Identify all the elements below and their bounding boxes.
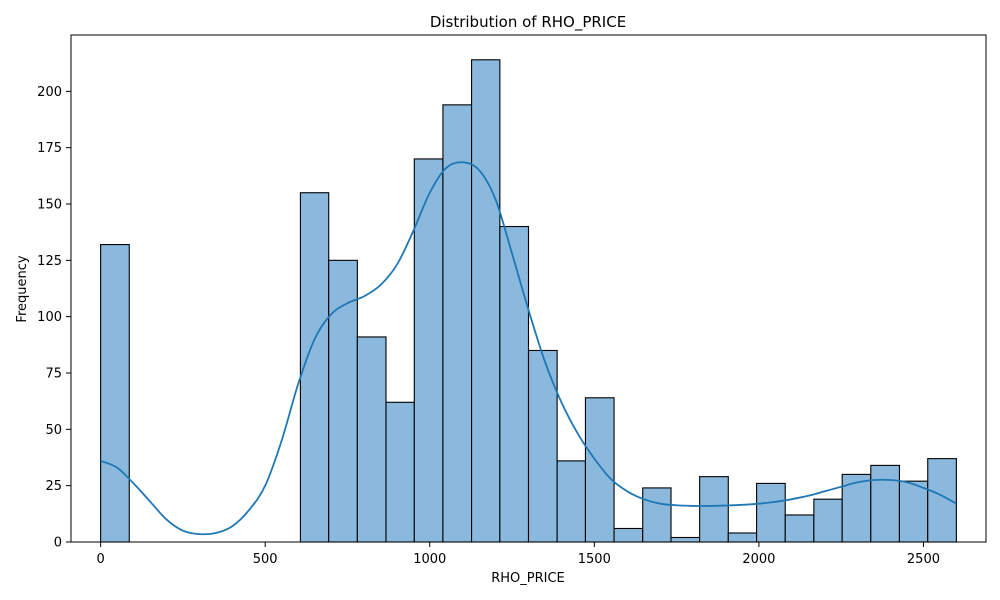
histogram-bar bbox=[613, 527, 644, 543]
y-tick-label: 100 bbox=[37, 310, 62, 325]
x-tick-label: 1000 bbox=[413, 552, 446, 567]
x-tick-label: 1500 bbox=[578, 552, 611, 567]
x-tick-label: 2000 bbox=[742, 552, 775, 567]
x-tick-label: 2500 bbox=[907, 552, 940, 567]
histogram-bar bbox=[442, 104, 473, 543]
y-tick-label: 200 bbox=[37, 85, 62, 100]
bars-group bbox=[100, 59, 957, 543]
histogram-bar bbox=[499, 225, 530, 543]
histogram-bar bbox=[471, 59, 501, 543]
histogram-bar bbox=[100, 244, 130, 543]
histogram-bar bbox=[556, 460, 586, 543]
kde-curve bbox=[100, 161, 957, 536]
y-tick-label: 125 bbox=[37, 254, 62, 269]
y-tick-label: 50 bbox=[45, 423, 62, 438]
histogram-bar bbox=[328, 259, 358, 543]
histogram-bar bbox=[784, 514, 815, 543]
y-tick-label: 25 bbox=[45, 479, 62, 494]
histogram-bar bbox=[385, 401, 415, 543]
y-tick-label: 150 bbox=[37, 198, 62, 213]
plot-frame bbox=[70, 34, 987, 543]
histogram-bar bbox=[584, 397, 615, 543]
histogram-bar bbox=[299, 192, 330, 543]
y-axis-title: Frequency bbox=[15, 255, 30, 322]
x-axis-title: RHO_PRICE bbox=[491, 571, 565, 586]
histogram-bar bbox=[727, 532, 758, 543]
y-tick-label: 175 bbox=[37, 141, 62, 156]
histogram-bar bbox=[527, 349, 558, 543]
histogram-bar bbox=[870, 464, 900, 543]
histogram-bar bbox=[642, 487, 672, 543]
y-tick-label: 75 bbox=[45, 367, 62, 382]
histogram-bar bbox=[699, 476, 729, 543]
y-tick-label: 0 bbox=[54, 536, 62, 551]
histogram-bar bbox=[756, 482, 786, 543]
chart-title: Distribution of RHO_PRICE bbox=[430, 13, 626, 32]
x-tick-label: 500 bbox=[253, 552, 278, 567]
histogram-bar bbox=[670, 536, 701, 543]
histogram-bar bbox=[413, 158, 444, 543]
x-tick-label: 0 bbox=[96, 552, 104, 567]
histogram-bar bbox=[813, 498, 843, 543]
histogram-bar bbox=[356, 336, 387, 543]
histogram-bar bbox=[898, 480, 929, 543]
y-axis: 0 25 50 75 100 125 150 175 200 bbox=[37, 85, 71, 551]
x-axis: 0 500 1000 1500 2000 2500 bbox=[96, 542, 940, 567]
